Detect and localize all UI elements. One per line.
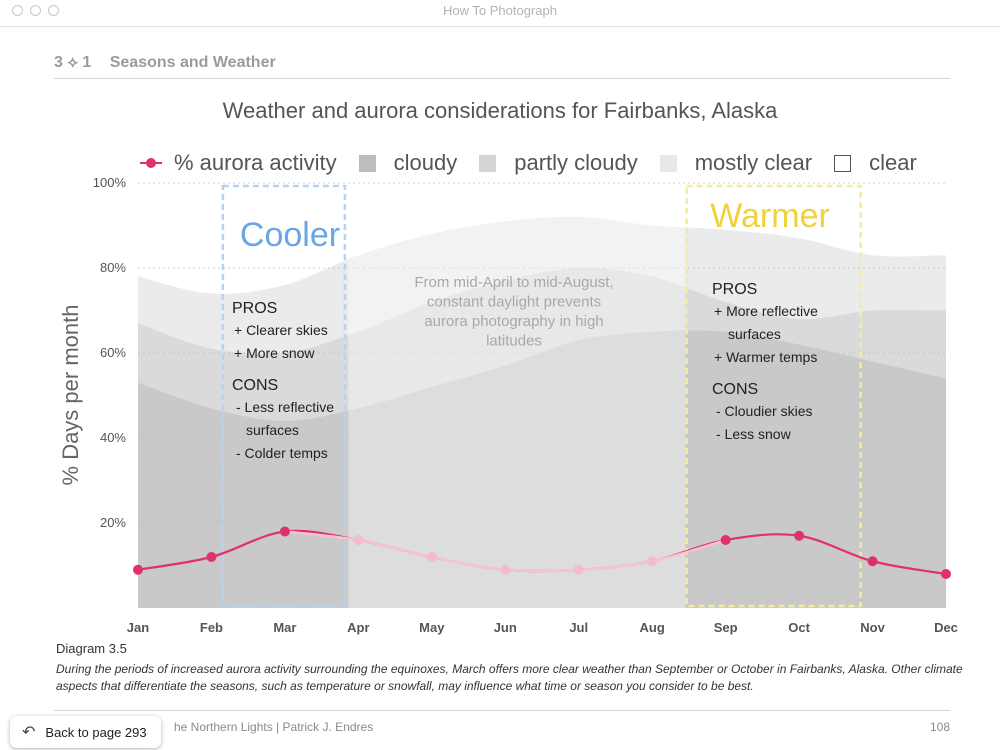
daylight-note-line: aurora photography in high: [424, 313, 603, 330]
daylight-note-line: constant daylight prevents: [427, 294, 601, 311]
legend-item-aurora: % aurora activity: [140, 150, 337, 176]
x-tick-label: Jan: [127, 620, 149, 635]
window-title: How To Photograph: [443, 3, 557, 18]
cooler-cons-item: surfaces: [246, 422, 299, 438]
warmer-cons-title: CONS: [712, 381, 758, 398]
y-tick-label: 40%: [100, 430, 126, 445]
warmer-cons-item: - Less snow: [716, 426, 792, 442]
aurora-point-oct: [794, 530, 805, 541]
warmer-pros-item: + More reflective: [714, 303, 818, 319]
cooler-box: [221, 184, 347, 608]
warmer-title: Warmer: [710, 197, 830, 235]
cooler-cons-title: CONS: [232, 377, 278, 394]
mostly-clear-swatch: [659, 154, 677, 172]
x-tick-label: Dec: [934, 620, 958, 635]
aurora-point-jun: [500, 564, 511, 575]
x-tick-label: May: [419, 620, 445, 635]
x-tick-label: Nov: [860, 620, 885, 635]
legend-label-aurora: % aurora activity: [174, 150, 337, 175]
cooler-pros-title: PROS: [232, 300, 277, 317]
aurora-point-jan: [133, 564, 143, 575]
legend-label-mostly-clear: mostly clear: [694, 150, 813, 175]
section-title: Seasons and Weather: [109, 54, 276, 71]
legend-item-partly-cloudy: partly cloudy: [479, 150, 638, 176]
aurora-point-sep: [720, 535, 731, 545]
x-tick-label: Apr: [347, 620, 369, 635]
chart-title: Weather and aurora considerations for Fa…: [222, 98, 778, 123]
x-tick-label: Oct: [788, 620, 810, 635]
y-tick-label: 80%: [100, 260, 126, 275]
x-tick-label: Feb: [200, 620, 223, 635]
cooler-pros-item: + More snow: [234, 345, 315, 361]
daylight-note-line: From mid-April to mid-August,: [414, 274, 613, 291]
warmer-pros-title: PROS: [712, 281, 757, 298]
aurora-line-swatch: [140, 158, 162, 168]
close-window-button[interactable]: [12, 5, 23, 16]
footer-divider: [54, 710, 950, 711]
x-tick-label: Mar: [273, 620, 296, 635]
zoom-window-button[interactable]: [48, 5, 59, 16]
chart-plot: 20% 40% 60% 80% 100% Jan Feb Mar Apr May Jun Jul Aug…: [58, 175, 958, 635]
warmer-cons-item: - Cloudier skies: [716, 403, 812, 419]
legend-item-clear: clear: [834, 150, 917, 176]
aurora-point-dec: [941, 569, 951, 579]
legend-label-cloudy: cloudy: [393, 150, 458, 175]
back-arrow-icon: ↶: [22, 724, 36, 741]
back-button-label: Back to page 293: [45, 724, 147, 740]
legend-label-partly-cloudy: partly cloudy: [514, 150, 638, 175]
partly-cloudy-swatch: [479, 154, 497, 172]
aurora-point-may: [426, 552, 437, 562]
y-tick-label: 20%: [100, 515, 126, 530]
x-tick-label: Jun: [494, 620, 517, 635]
cooler-cons-item: - Colder temps: [236, 445, 328, 461]
x-tick-label: Jul: [569, 620, 588, 635]
chart-legend: % aurora activity cloudy partly cloudy m…: [140, 150, 917, 176]
x-tick-label: Aug: [640, 620, 665, 635]
y-tick-label: 60%: [100, 345, 126, 360]
warmer-box: [685, 184, 862, 608]
section-number: 3 ⟡ 1: [54, 54, 92, 71]
clear-swatch: [834, 154, 852, 172]
back-to-page-button[interactable]: ↶ Back to page 293: [10, 716, 161, 748]
cooler-pros-item: + Clearer skies: [234, 322, 328, 338]
cloudy-swatch: [358, 154, 376, 172]
window-titlebar: How To Photograph: [0, 0, 1000, 27]
warmer-pros-item: + Warmer temps: [714, 349, 817, 365]
aurora-point-feb: [206, 552, 217, 562]
area-cloudy: [138, 330, 946, 608]
y-tick-label: 100%: [93, 175, 127, 190]
cooler-title: Cooler: [240, 216, 340, 254]
cooler-cons-item: - Less reflective: [236, 399, 334, 415]
daylight-band: [348, 184, 686, 608]
legend-item-mostly-clear: mostly clear: [659, 150, 813, 176]
aurora-point-nov: [867, 556, 878, 567]
caption-title: Diagram 3.5: [56, 641, 127, 656]
minimize-window-button[interactable]: [30, 5, 41, 16]
aurora-point-jul: [573, 564, 584, 575]
aurora-point-mar: [279, 526, 290, 537]
section-divider: [54, 78, 950, 79]
aurora-point-apr: [353, 535, 364, 545]
page-number: 108: [929, 720, 950, 734]
caption-text: During the periods of increased aurora a…: [56, 662, 963, 693]
warmer-pros-item: surfaces: [728, 326, 781, 342]
legend-item-cloudy: cloudy: [358, 150, 458, 176]
section-heading: 3 ⟡ 1 Seasons and Weather: [54, 54, 276, 72]
daylight-note-line: latitudes: [486, 333, 542, 350]
y-axis-label: % Days per month: [58, 305, 83, 486]
aurora-point-aug: [647, 556, 658, 567]
legend-label-clear: clear: [869, 150, 917, 175]
x-tick-label: Sep: [714, 620, 738, 635]
footer-book-info: he Northern Lights | Patrick J. Endres: [174, 720, 374, 734]
